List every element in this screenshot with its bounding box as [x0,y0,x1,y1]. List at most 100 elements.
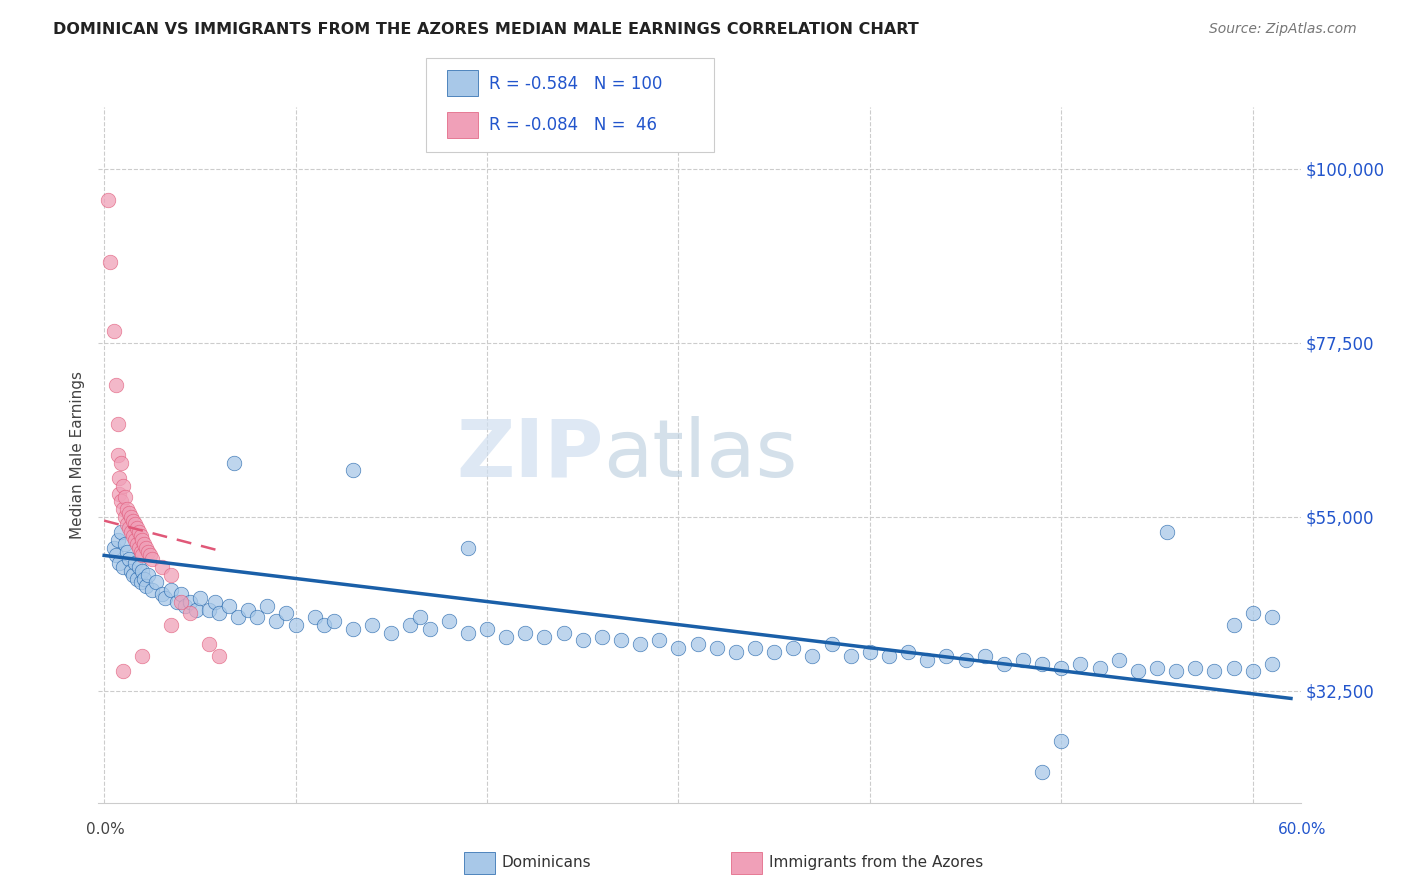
Point [935,648,957,663]
Point [724,645,747,659]
Point [1108,653,1130,667]
Point [322,614,344,628]
Point [124,533,146,547]
Point [224,456,246,470]
Point [139,549,162,563]
Point [304,610,326,624]
Point [380,625,402,640]
Point [120,525,142,540]
Point [131,564,153,578]
Point [1204,665,1226,679]
Point [744,641,766,656]
Text: ZIP: ZIP [456,416,603,494]
Point [104,549,127,563]
Text: Immigrants from the Azores: Immigrants from the Azores [769,855,983,870]
Point [437,614,460,628]
Point [610,633,633,648]
Point [129,544,152,558]
Point [1156,525,1178,540]
Point [103,541,125,555]
Point [475,622,498,636]
Point [115,502,138,516]
Point [110,494,132,508]
Point [160,567,183,582]
Text: atlas: atlas [603,416,797,494]
Point [128,541,150,555]
Text: Dominicans: Dominicans [502,855,592,870]
Point [266,614,288,628]
Point [170,595,193,609]
Point [226,610,249,624]
Point [1222,618,1244,632]
Point [1050,734,1073,748]
Point [135,579,157,593]
Point [112,665,135,679]
Point [246,610,269,624]
Point [128,525,150,540]
Point [114,509,136,524]
Text: Source: ZipAtlas.com: Source: ZipAtlas.com [1209,22,1357,37]
Point [98,254,121,268]
Point [131,648,153,663]
Point [361,618,384,632]
Point [173,599,195,613]
Point [198,637,221,651]
Point [179,595,201,609]
Point [134,572,156,586]
Point [204,595,226,609]
Point [820,637,842,651]
Point [118,552,141,566]
Point [184,602,207,616]
Point [107,533,129,547]
Point [107,417,129,431]
Point [120,564,142,578]
Point [648,633,671,648]
Point [515,625,537,640]
Point [1222,660,1244,674]
Point [188,591,211,605]
Point [955,653,977,667]
Point [150,560,173,574]
Point [314,618,336,632]
Point [124,517,146,532]
Y-axis label: Median Male Earnings: Median Male Earnings [70,371,86,539]
Point [118,506,141,520]
Point [122,567,145,582]
Point [1261,657,1284,671]
Point [136,544,159,558]
Point [236,602,259,616]
Point [150,587,173,601]
Point [136,567,159,582]
Point [973,648,995,663]
Point [160,583,183,598]
Point [495,630,517,644]
Point [122,514,145,528]
Point [108,471,131,485]
Point [1031,764,1053,779]
Point [801,648,824,663]
Point [122,529,145,543]
Point [145,575,167,590]
Point [114,537,136,551]
Point [125,521,148,535]
Point [118,521,141,535]
Point [1126,665,1149,679]
Point [571,633,593,648]
Point [256,599,278,613]
Point [1069,657,1091,671]
Point [166,595,188,609]
Point [170,587,193,601]
Text: R = -0.084   N =  46: R = -0.084 N = 46 [489,116,657,134]
Point [107,448,129,462]
Text: 60.0%: 60.0% [1278,822,1326,837]
Point [125,572,148,586]
Point [141,583,163,598]
Point [97,193,120,207]
Point [104,378,127,392]
Point [706,641,728,656]
Point [124,556,146,570]
Point [668,641,690,656]
Point [897,645,920,659]
Point [110,456,132,470]
Point [1088,660,1111,674]
